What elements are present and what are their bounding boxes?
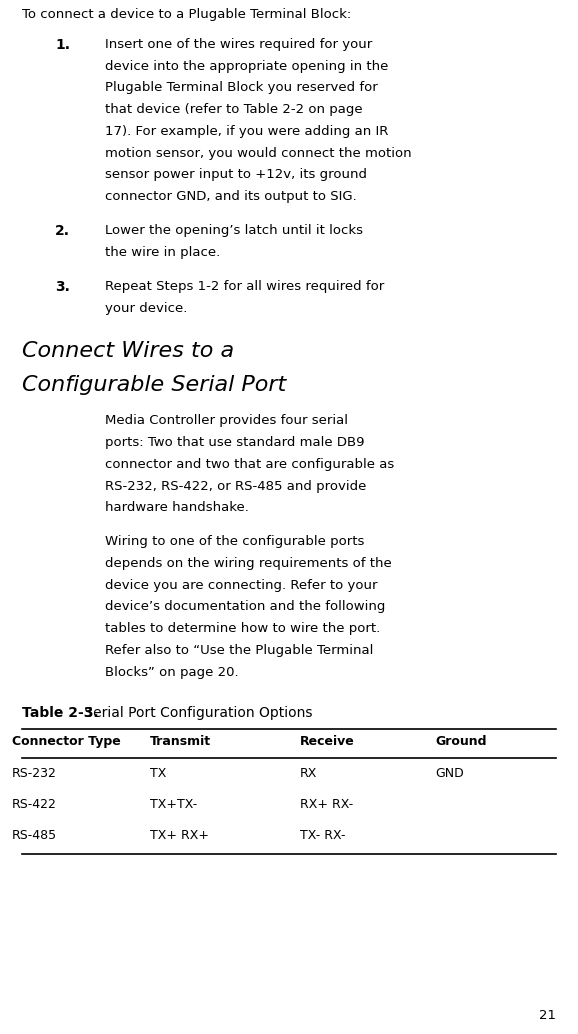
Text: Configurable Serial Port: Configurable Serial Port	[22, 375, 286, 395]
Text: motion sensor, you would connect the motion: motion sensor, you would connect the mot…	[105, 147, 412, 159]
Text: GND: GND	[435, 767, 464, 780]
Text: 2.: 2.	[55, 224, 70, 238]
Text: tables to determine how to wire the port.: tables to determine how to wire the port…	[105, 622, 380, 635]
Text: 1.: 1.	[55, 38, 70, 52]
Text: Repeat Steps 1-2 for all wires required for: Repeat Steps 1-2 for all wires required …	[105, 280, 384, 293]
Text: Refer also to “Use the Plugable Terminal: Refer also to “Use the Plugable Terminal	[105, 644, 373, 657]
Text: the wire in place.: the wire in place.	[105, 246, 220, 258]
Text: RX: RX	[300, 767, 317, 780]
Text: Blocks” on page 20.: Blocks” on page 20.	[105, 666, 239, 678]
Text: RX+ RX-: RX+ RX-	[300, 798, 353, 811]
Text: Serial Port Configuration Options: Serial Port Configuration Options	[80, 706, 313, 720]
Text: 3.: 3.	[55, 280, 70, 294]
Text: connector and two that are configurable as: connector and two that are configurable …	[105, 458, 394, 470]
Text: ports: Two that use standard male DB9: ports: Two that use standard male DB9	[105, 436, 365, 449]
Text: Ground: Ground	[435, 735, 487, 748]
Text: RS-232: RS-232	[12, 767, 57, 780]
Text: Lower the opening’s latch until it locks: Lower the opening’s latch until it locks	[105, 224, 363, 237]
Text: To connect a device to a Plugable Terminal Block:: To connect a device to a Plugable Termin…	[22, 8, 351, 21]
Text: device’s documentation and the following: device’s documentation and the following	[105, 601, 386, 613]
Text: TX- RX-: TX- RX-	[300, 829, 346, 842]
Text: Receive: Receive	[300, 735, 355, 748]
Text: device into the appropriate opening in the: device into the appropriate opening in t…	[105, 60, 388, 72]
Text: that device (refer to Table 2-2 on page: that device (refer to Table 2-2 on page	[105, 103, 362, 116]
Text: RS-232, RS-422, or RS-485 and provide: RS-232, RS-422, or RS-485 and provide	[105, 480, 366, 492]
Text: Connector Type: Connector Type	[12, 735, 121, 748]
Text: RS-485: RS-485	[12, 829, 57, 842]
Text: RS-422: RS-422	[12, 798, 57, 811]
Text: depends on the wiring requirements of the: depends on the wiring requirements of th…	[105, 557, 392, 570]
Text: TX: TX	[150, 767, 166, 780]
Text: TX+TX-: TX+TX-	[150, 798, 197, 811]
Text: hardware handshake.: hardware handshake.	[105, 501, 249, 514]
Text: device you are connecting. Refer to your: device you are connecting. Refer to your	[105, 579, 377, 591]
Text: Plugable Terminal Block you reserved for: Plugable Terminal Block you reserved for	[105, 82, 378, 94]
Text: Transmit: Transmit	[150, 735, 211, 748]
Text: TX+ RX+: TX+ RX+	[150, 829, 209, 842]
Text: Insert one of the wires required for your: Insert one of the wires required for you…	[105, 38, 372, 51]
Text: sensor power input to +12v, its ground: sensor power input to +12v, its ground	[105, 169, 367, 181]
Text: 21: 21	[539, 1009, 556, 1022]
Text: your device.: your device.	[105, 302, 187, 314]
Text: Table 2-3.: Table 2-3.	[22, 706, 99, 720]
Text: Connect Wires to a: Connect Wires to a	[22, 341, 234, 361]
Text: connector GND, and its output to SIG.: connector GND, and its output to SIG.	[105, 190, 357, 203]
Text: Media Controller provides four serial: Media Controller provides four serial	[105, 415, 348, 427]
Text: Wiring to one of the configurable ports: Wiring to one of the configurable ports	[105, 536, 364, 548]
Text: 17). For example, if you were adding an IR: 17). For example, if you were adding an …	[105, 125, 388, 138]
